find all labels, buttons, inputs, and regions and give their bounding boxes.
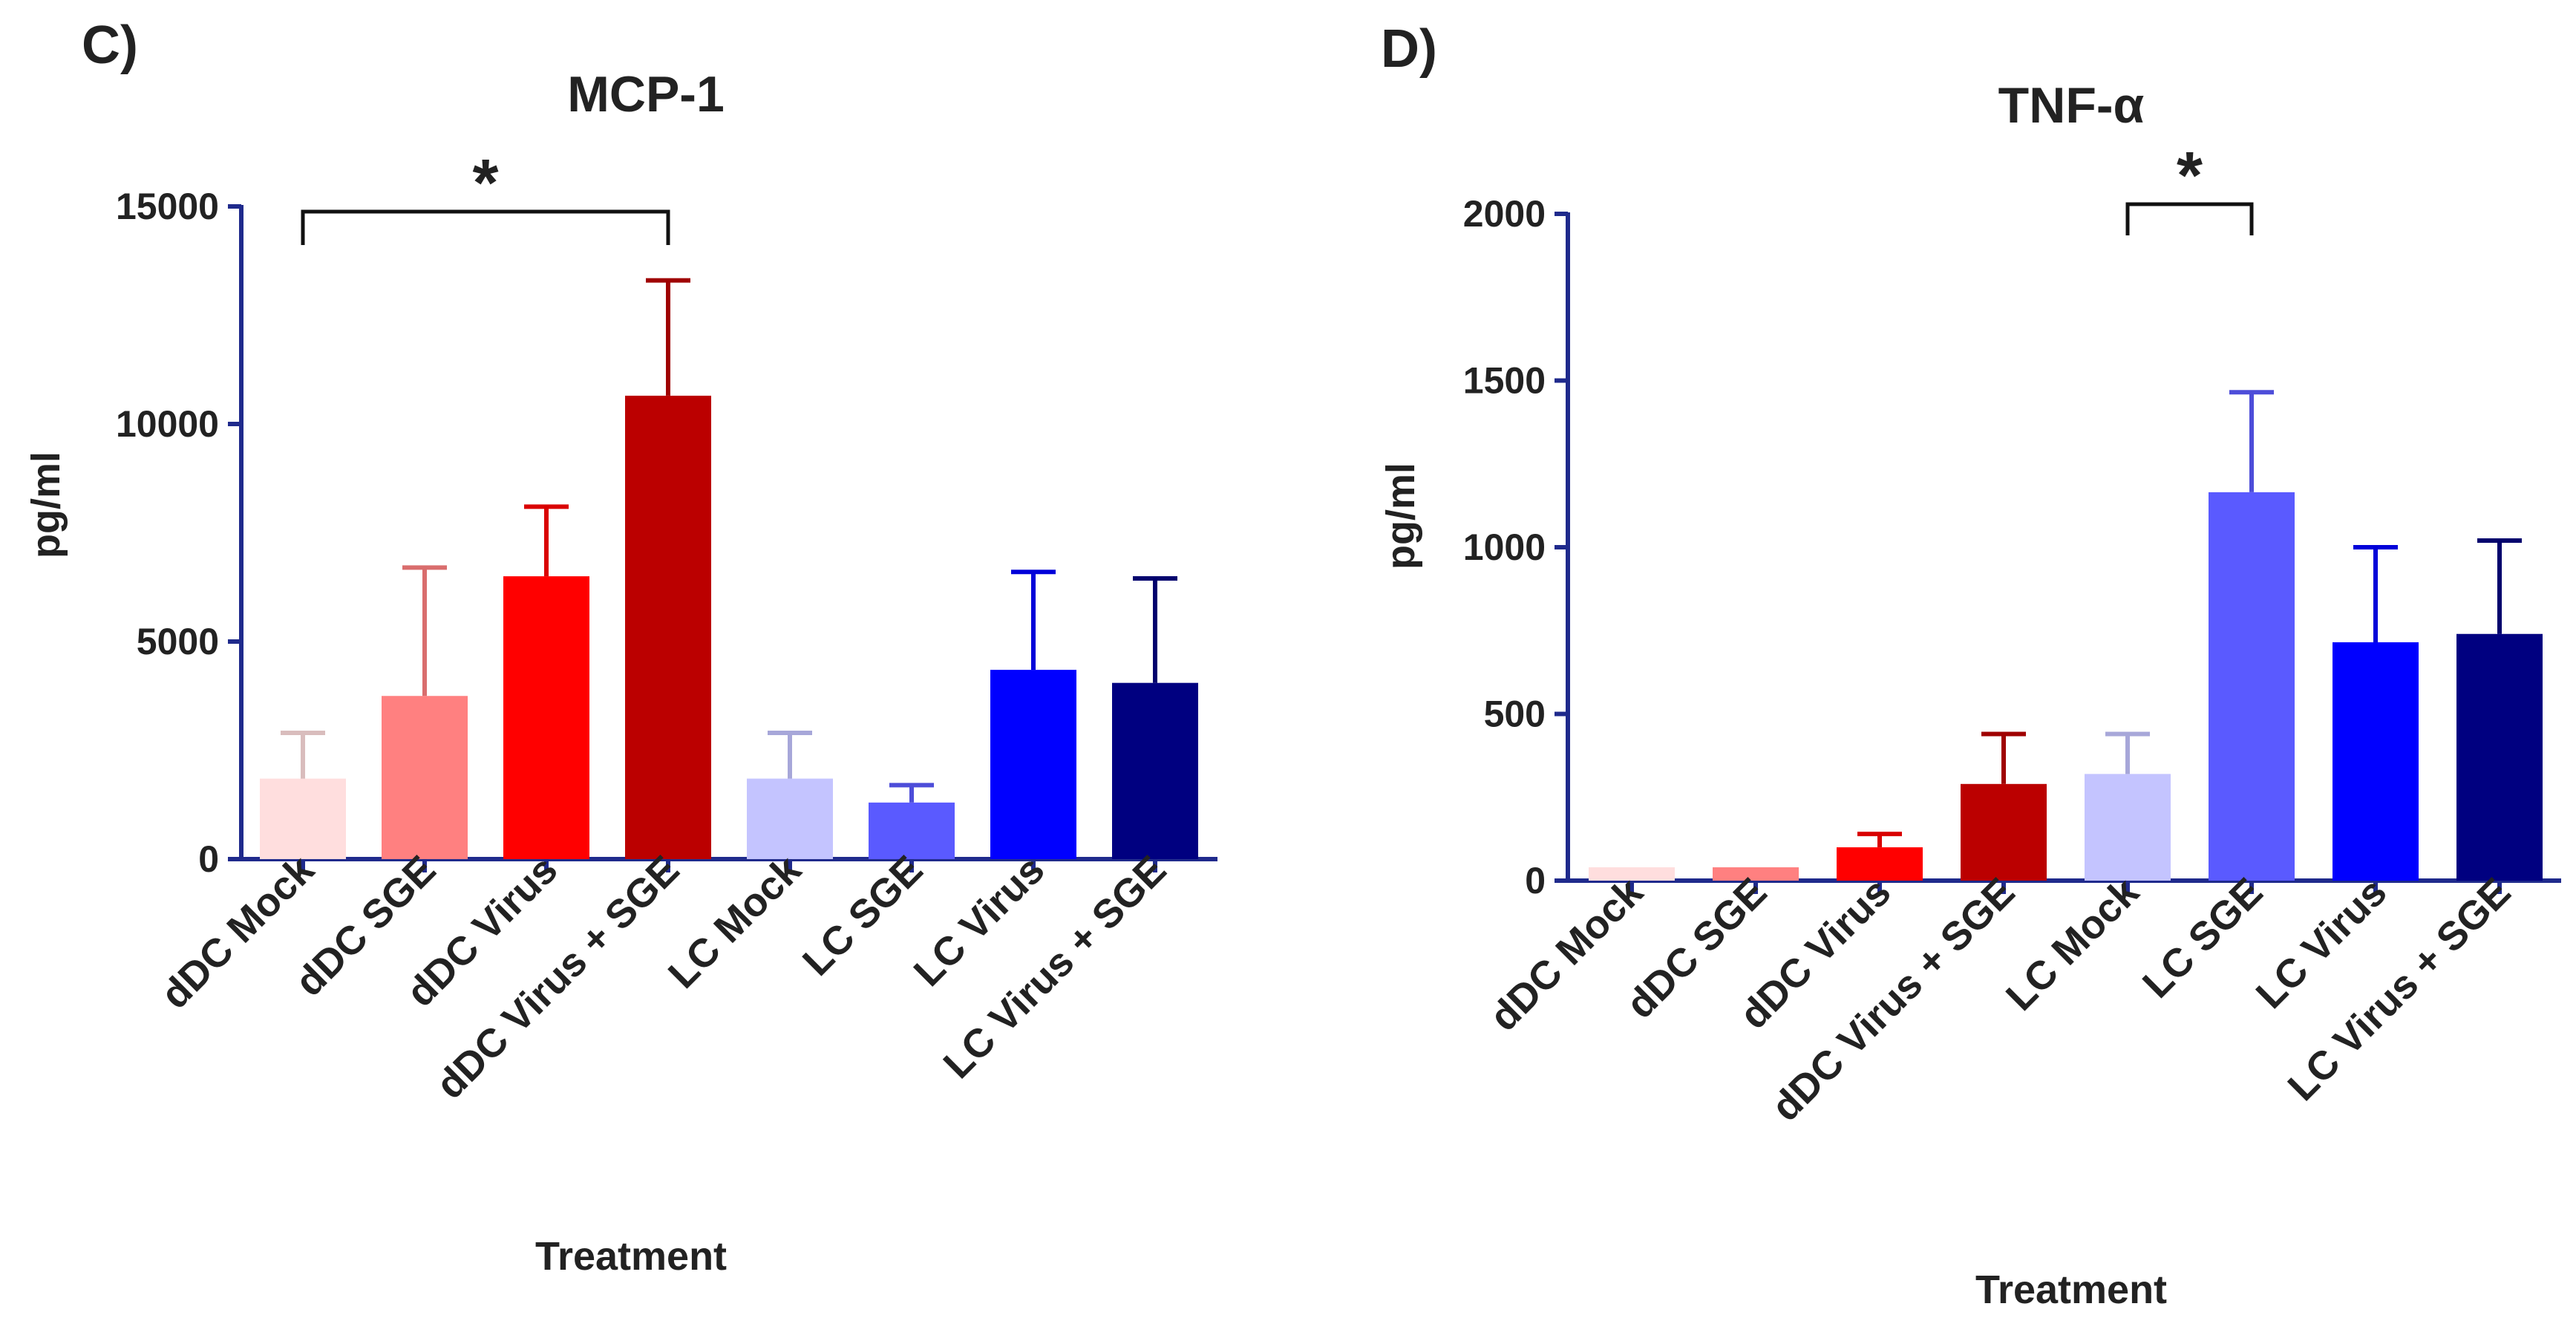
bar	[1713, 867, 1799, 881]
significance-star: *	[2177, 139, 2203, 213]
significance-star: *	[472, 146, 498, 221]
y-tick-label: 500	[1484, 694, 1546, 735]
y-tick-label: 5000	[137, 621, 219, 662]
bar	[1589, 867, 1675, 881]
bar	[503, 576, 589, 859]
bar	[2333, 642, 2419, 881]
x-tick-label: LC Virus + SGE	[935, 847, 1175, 1087]
y-axis-label: pg/ml	[1379, 463, 1423, 570]
significance-bracket	[301, 209, 670, 245]
mcp1-chart: C) MCP-1 pg/ml Treatment 0 5000 10000 15000…	[24, 16, 1217, 1279]
y-tick-label: 15000	[116, 186, 219, 227]
bar	[1837, 847, 1923, 881]
y-tick-label: 1000	[1463, 526, 1546, 568]
bar	[2456, 633, 2543, 881]
significance-bracket	[2125, 202, 2254, 235]
chart-title: MCP-1	[567, 66, 725, 123]
x-tick-label: dDC Mock	[152, 846, 323, 1017]
x-tick-label: dDC Mock	[1481, 869, 1652, 1040]
y-tick-label: 0	[198, 838, 219, 880]
panel-label: C)	[82, 16, 138, 75]
bar	[260, 778, 346, 859]
x-tick-label: LC Mock	[1998, 869, 2148, 1019]
y-tick-label: 0	[1525, 860, 1546, 901]
x-tick-label: LC Virus + SGE	[2280, 870, 2520, 1109]
bar	[1961, 783, 2047, 881]
y-tick-label: 1500	[1463, 360, 1546, 402]
x-tick-label: dDC Virus + SGE	[1763, 870, 2023, 1129]
x-axis-label: Treatment	[535, 1234, 727, 1279]
tnf-alpha-chart: D) TNF-α pg/ml Treatment 0 500 1000 1500 200…	[1379, 19, 2561, 1312]
x-axis-label: Treatment	[1975, 1268, 2167, 1312]
bar	[1112, 682, 1198, 859]
x-tick-label: LC Mock	[660, 846, 810, 996]
bar	[382, 696, 468, 859]
bar	[2085, 774, 2171, 881]
y-tick-label: 2000	[1463, 193, 1546, 235]
bar	[869, 802, 955, 859]
bar	[2209, 492, 2295, 881]
y-tick-label: 10000	[116, 403, 219, 445]
bar	[747, 778, 833, 859]
bar	[990, 670, 1076, 859]
bar	[625, 395, 711, 859]
chart-title: TNF-α	[1998, 77, 2145, 134]
panel-label: D)	[1381, 19, 1437, 79]
y-axis-label: pg/ml	[24, 451, 68, 558]
